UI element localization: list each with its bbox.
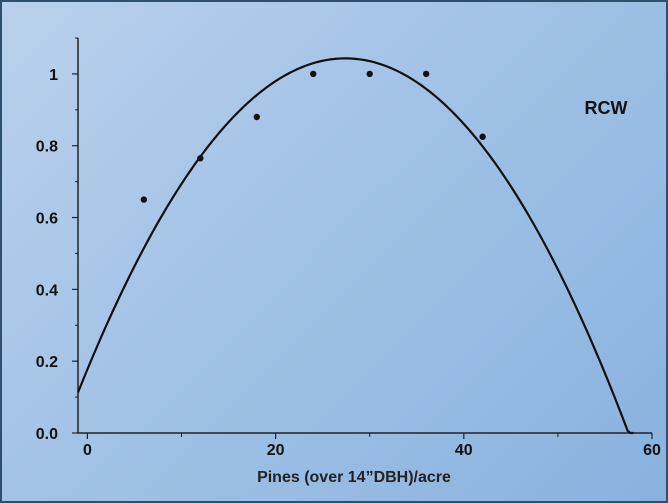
data-point bbox=[479, 133, 486, 140]
data-point bbox=[310, 70, 317, 78]
data-point bbox=[197, 155, 204, 162]
data-point bbox=[422, 70, 430, 78]
axes: 0.0 0.2 0.4 0.6 0.8 1 0 20 40 60 bbox=[36, 37, 661, 459]
data-points-layer bbox=[140, 70, 486, 203]
y-tick-label: 0.2 bbox=[36, 354, 58, 371]
fit-curve bbox=[76, 57, 634, 435]
x-tick-label: 0 bbox=[83, 442, 92, 459]
fit-curve-layer bbox=[76, 57, 634, 435]
data-point bbox=[253, 113, 260, 121]
x-tick-label: 60 bbox=[643, 442, 661, 459]
x-tick-label: 40 bbox=[455, 442, 473, 459]
data-point bbox=[366, 70, 373, 78]
y-tick-label: 0.8 bbox=[36, 139, 58, 156]
series-label-rcw: RCW bbox=[585, 98, 628, 118]
data-point bbox=[140, 196, 148, 203]
x-tick-label: 20 bbox=[267, 442, 285, 459]
y-tick-label: 1 bbox=[49, 67, 58, 84]
y-tick-label: 0.4 bbox=[36, 282, 58, 299]
y-tick-label: 0.6 bbox=[36, 211, 58, 228]
x-axis-title: Pines (over 14”DBH)/acre bbox=[257, 469, 451, 486]
y-tick-label: 0.0 bbox=[36, 426, 58, 443]
